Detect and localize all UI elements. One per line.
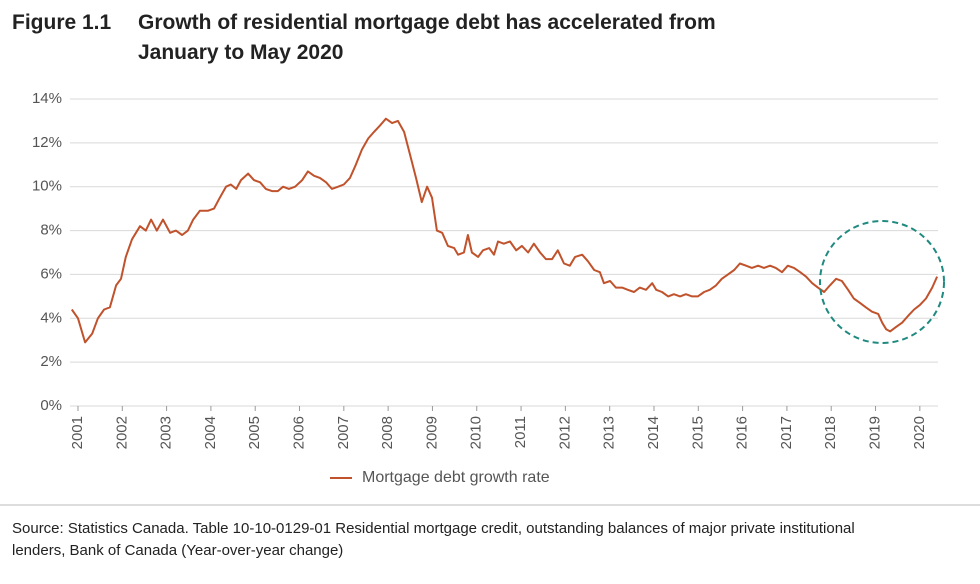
x-tick-label: 2018 xyxy=(822,416,839,449)
legend-label: Mortgage debt growth rate xyxy=(362,469,550,486)
x-tick-label: 2011 xyxy=(512,416,529,448)
x-tick-label: 2002 xyxy=(113,416,130,449)
data-line xyxy=(70,117,939,344)
y-tick-label: 2% xyxy=(40,353,62,370)
x-tick-label: 2010 xyxy=(468,416,485,449)
source-note: Source: Statistics Canada. Table 10-10-0… xyxy=(12,520,855,559)
x-tick-label: 2004 xyxy=(202,416,219,449)
x-tick-label: 2007 xyxy=(335,416,352,449)
y-tick-label: 6% xyxy=(40,265,62,282)
x-tick-label: 2013 xyxy=(601,416,618,449)
x-tick-label: 2019 xyxy=(866,416,883,449)
x-tick-label: 2009 xyxy=(423,416,440,449)
x-tick-label: 2020 xyxy=(911,416,928,449)
x-tick-label: 2012 xyxy=(556,416,573,449)
x-tick-label: 2017 xyxy=(778,416,795,449)
y-tick-label: 8% xyxy=(40,222,62,239)
y-tick-label: 14% xyxy=(32,90,62,107)
y-tick-label: 0% xyxy=(40,397,62,414)
x-tick-label: 2003 xyxy=(158,416,175,449)
x-tick-label: 2006 xyxy=(290,416,307,449)
x-tick-label: 2015 xyxy=(689,416,706,449)
highlight-circle xyxy=(819,220,945,344)
figure-label: Figure 1.1 xyxy=(12,11,112,34)
x-tick-label: 2001 xyxy=(69,416,86,449)
x-tick-label: 2008 xyxy=(379,416,396,449)
x-tick-label: 2016 xyxy=(734,416,751,449)
y-tick-label: 12% xyxy=(32,134,62,151)
x-tick-label: 2005 xyxy=(246,416,263,449)
x-tick-label: 2014 xyxy=(645,416,662,449)
y-tick-label: 4% xyxy=(40,309,62,326)
title-block: Figure 1.1 Growth of residential mortgag… xyxy=(12,8,912,68)
chart-title: Growth of residential mortgage debt has … xyxy=(138,11,716,64)
y-tick-label: 10% xyxy=(32,178,62,195)
